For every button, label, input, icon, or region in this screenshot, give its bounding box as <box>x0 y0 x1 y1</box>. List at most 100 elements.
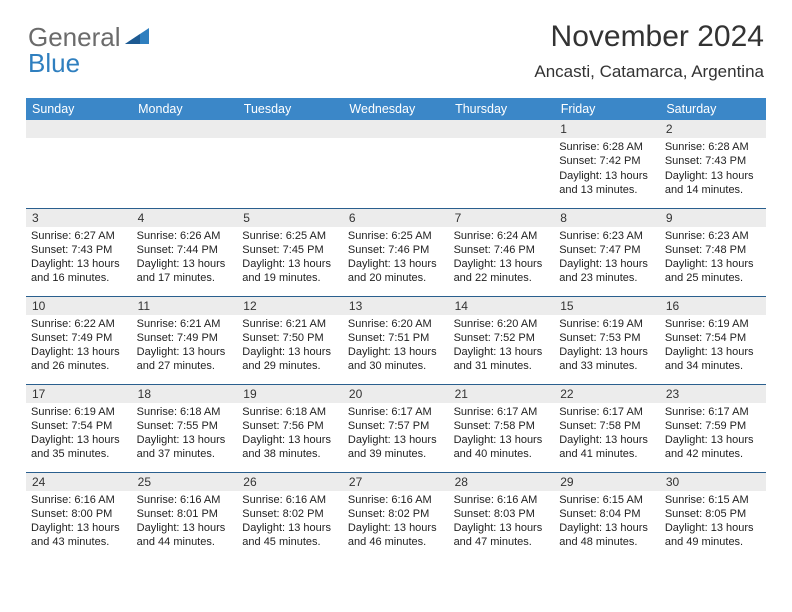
day-body: Sunrise: 6:27 AMSunset: 7:43 PMDaylight:… <box>26 227 132 290</box>
day-number: 20 <box>343 385 449 403</box>
sunset-line: Sunset: 8:02 PM <box>348 507 444 521</box>
daylight-line: Daylight: 13 hours and 37 minutes. <box>137 433 233 462</box>
sunrise-line: Sunrise: 6:25 AM <box>348 229 444 243</box>
day-body-empty <box>132 138 238 198</box>
daylight-line: Daylight: 13 hours and 38 minutes. <box>242 433 338 462</box>
sunrise-line: Sunrise: 6:18 AM <box>137 405 233 419</box>
day-body: Sunrise: 6:16 AMSunset: 8:02 PMDaylight:… <box>343 491 449 554</box>
sunrise-line: Sunrise: 6:21 AM <box>242 317 338 331</box>
daylight-line: Daylight: 13 hours and 43 minutes. <box>31 521 127 550</box>
calendar-cell: 18Sunrise: 6:18 AMSunset: 7:55 PMDayligh… <box>132 384 238 472</box>
day-body: Sunrise: 6:17 AMSunset: 7:58 PMDaylight:… <box>449 403 555 466</box>
calendar-cell: 2Sunrise: 6:28 AMSunset: 7:43 PMDaylight… <box>660 120 766 208</box>
day-number: 26 <box>237 473 343 491</box>
sunset-line: Sunset: 7:53 PM <box>559 331 655 345</box>
calendar-header-row: SundayMondayTuesdayWednesdayThursdayFrid… <box>26 98 766 120</box>
day-body: Sunrise: 6:19 AMSunset: 7:54 PMDaylight:… <box>26 403 132 466</box>
day-body: Sunrise: 6:23 AMSunset: 7:47 PMDaylight:… <box>554 227 660 290</box>
day-number: 9 <box>660 209 766 227</box>
daylight-line: Daylight: 13 hours and 33 minutes. <box>559 345 655 374</box>
day-number: 10 <box>26 297 132 315</box>
day-body: Sunrise: 6:18 AMSunset: 7:55 PMDaylight:… <box>132 403 238 466</box>
day-number-empty <box>132 120 238 138</box>
calendar-cell <box>343 120 449 208</box>
day-number: 4 <box>132 209 238 227</box>
sunset-line: Sunset: 8:05 PM <box>665 507 761 521</box>
sunset-line: Sunset: 8:02 PM <box>242 507 338 521</box>
calendar-cell: 14Sunrise: 6:20 AMSunset: 7:52 PMDayligh… <box>449 296 555 384</box>
day-body: Sunrise: 6:17 AMSunset: 7:58 PMDaylight:… <box>554 403 660 466</box>
day-body: Sunrise: 6:28 AMSunset: 7:42 PMDaylight:… <box>554 138 660 201</box>
sunset-line: Sunset: 7:48 PM <box>665 243 761 257</box>
sunset-line: Sunset: 7:43 PM <box>665 154 761 168</box>
weekday-header: Saturday <box>660 98 766 120</box>
daylight-line: Daylight: 13 hours and 41 minutes. <box>559 433 655 462</box>
day-body-empty <box>449 138 555 198</box>
sunrise-line: Sunrise: 6:28 AM <box>559 140 655 154</box>
sunset-line: Sunset: 8:04 PM <box>559 507 655 521</box>
day-body: Sunrise: 6:17 AMSunset: 7:59 PMDaylight:… <box>660 403 766 466</box>
sunset-line: Sunset: 7:42 PM <box>559 154 655 168</box>
day-body: Sunrise: 6:21 AMSunset: 7:49 PMDaylight:… <box>132 315 238 378</box>
calendar-cell: 4Sunrise: 6:26 AMSunset: 7:44 PMDaylight… <box>132 208 238 296</box>
day-body-empty <box>343 138 449 198</box>
day-body: Sunrise: 6:25 AMSunset: 7:45 PMDaylight:… <box>237 227 343 290</box>
calendar-cell: 7Sunrise: 6:24 AMSunset: 7:46 PMDaylight… <box>449 208 555 296</box>
day-number: 12 <box>237 297 343 315</box>
sunset-line: Sunset: 7:49 PM <box>31 331 127 345</box>
day-body: Sunrise: 6:15 AMSunset: 8:04 PMDaylight:… <box>554 491 660 554</box>
sunrise-line: Sunrise: 6:27 AM <box>31 229 127 243</box>
sunset-line: Sunset: 7:49 PM <box>137 331 233 345</box>
calendar-cell: 26Sunrise: 6:16 AMSunset: 8:02 PMDayligh… <box>237 472 343 560</box>
calendar-row: 3Sunrise: 6:27 AMSunset: 7:43 PMDaylight… <box>26 208 766 296</box>
sunrise-line: Sunrise: 6:21 AM <box>137 317 233 331</box>
weekday-header: Tuesday <box>237 98 343 120</box>
daylight-line: Daylight: 13 hours and 47 minutes. <box>454 521 550 550</box>
day-number-empty <box>26 120 132 138</box>
sunset-line: Sunset: 7:51 PM <box>348 331 444 345</box>
sunrise-line: Sunrise: 6:25 AM <box>242 229 338 243</box>
calendar-body: 1Sunrise: 6:28 AMSunset: 7:42 PMDaylight… <box>26 120 766 560</box>
day-number: 14 <box>449 297 555 315</box>
sunrise-line: Sunrise: 6:16 AM <box>454 493 550 507</box>
calendar-cell: 29Sunrise: 6:15 AMSunset: 8:04 PMDayligh… <box>554 472 660 560</box>
sunset-line: Sunset: 7:50 PM <box>242 331 338 345</box>
day-number: 24 <box>26 473 132 491</box>
day-number: 16 <box>660 297 766 315</box>
calendar-row: 24Sunrise: 6:16 AMSunset: 8:00 PMDayligh… <box>26 472 766 560</box>
daylight-line: Daylight: 13 hours and 17 minutes. <box>137 257 233 286</box>
day-number: 5 <box>237 209 343 227</box>
day-number-empty <box>237 120 343 138</box>
day-number: 27 <box>343 473 449 491</box>
day-number: 22 <box>554 385 660 403</box>
daylight-line: Daylight: 13 hours and 39 minutes. <box>348 433 444 462</box>
sunrise-line: Sunrise: 6:17 AM <box>559 405 655 419</box>
calendar-cell: 27Sunrise: 6:16 AMSunset: 8:02 PMDayligh… <box>343 472 449 560</box>
day-number: 19 <box>237 385 343 403</box>
calendar-cell: 10Sunrise: 6:22 AMSunset: 7:49 PMDayligh… <box>26 296 132 384</box>
daylight-line: Daylight: 13 hours and 19 minutes. <box>242 257 338 286</box>
sunrise-line: Sunrise: 6:15 AM <box>665 493 761 507</box>
calendar-row: 10Sunrise: 6:22 AMSunset: 7:49 PMDayligh… <box>26 296 766 384</box>
sunrise-line: Sunrise: 6:19 AM <box>31 405 127 419</box>
daylight-line: Daylight: 13 hours and 42 minutes. <box>665 433 761 462</box>
daylight-line: Daylight: 13 hours and 48 minutes. <box>559 521 655 550</box>
day-body: Sunrise: 6:19 AMSunset: 7:54 PMDaylight:… <box>660 315 766 378</box>
daylight-line: Daylight: 13 hours and 31 minutes. <box>454 345 550 374</box>
day-number: 2 <box>660 120 766 138</box>
day-body: Sunrise: 6:26 AMSunset: 7:44 PMDaylight:… <box>132 227 238 290</box>
location-text: Ancasti, Catamarca, Argentina <box>534 62 764 82</box>
day-body: Sunrise: 6:16 AMSunset: 8:03 PMDaylight:… <box>449 491 555 554</box>
calendar-cell: 1Sunrise: 6:28 AMSunset: 7:42 PMDaylight… <box>554 120 660 208</box>
daylight-line: Daylight: 13 hours and 16 minutes. <box>31 257 127 286</box>
calendar-cell: 28Sunrise: 6:16 AMSunset: 8:03 PMDayligh… <box>449 472 555 560</box>
daylight-line: Daylight: 13 hours and 13 minutes. <box>559 169 655 198</box>
calendar-cell: 24Sunrise: 6:16 AMSunset: 8:00 PMDayligh… <box>26 472 132 560</box>
calendar-cell: 5Sunrise: 6:25 AMSunset: 7:45 PMDaylight… <box>237 208 343 296</box>
weekday-header: Monday <box>132 98 238 120</box>
daylight-line: Daylight: 13 hours and 49 minutes. <box>665 521 761 550</box>
calendar-cell: 21Sunrise: 6:17 AMSunset: 7:58 PMDayligh… <box>449 384 555 472</box>
header: General Blue November 2024 Ancasti, Cata… <box>0 0 792 92</box>
sunrise-line: Sunrise: 6:28 AM <box>665 140 761 154</box>
sunrise-line: Sunrise: 6:16 AM <box>31 493 127 507</box>
